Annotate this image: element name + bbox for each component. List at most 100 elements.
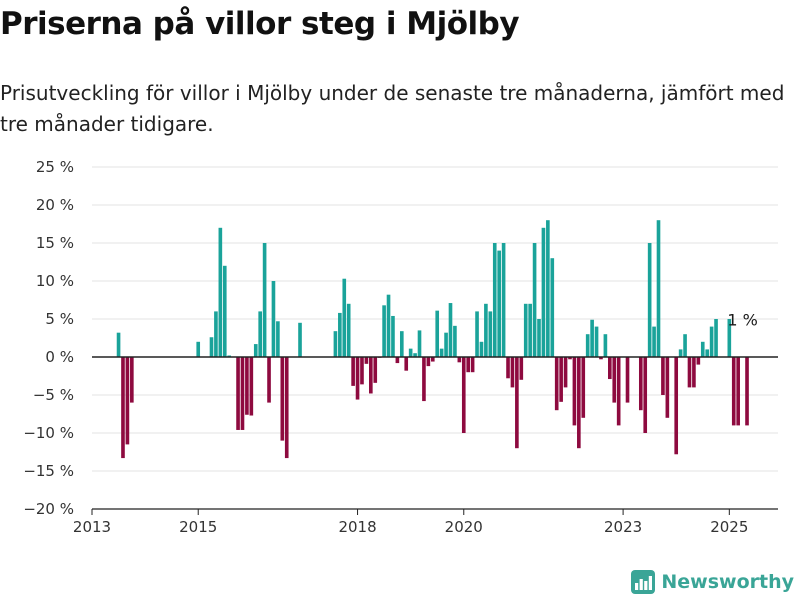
bar [674,357,679,455]
bar [608,357,612,380]
bar [745,357,749,426]
bar [373,357,378,383]
bar [488,311,493,357]
bar [581,357,586,418]
bar [625,357,630,403]
x-tick-label: 2018 [338,518,376,536]
bar [346,303,351,357]
last-value-annotation: 1 % [727,310,757,329]
bar [333,331,338,357]
bar [284,357,289,459]
bar [280,357,285,441]
bar [271,281,276,357]
bar [537,319,541,357]
x-tick-label: 2020 [445,518,483,536]
bar [382,305,386,357]
y-tick-label: 25 % [36,158,74,176]
bar [603,334,608,357]
y-tick-label: −10 % [23,424,74,442]
bar [435,310,440,357]
bar [222,265,227,357]
y-tick-label: 15 % [36,234,74,252]
bar [262,243,267,357]
bar [687,357,692,388]
x-tick-label: 2013 [73,518,111,536]
bar [121,357,125,459]
x-axis-tick-labels: 2013 2015 2018 2020 2023 2025 [73,518,749,536]
bar [492,243,497,357]
bar [506,357,510,379]
bar [612,357,617,403]
bar [647,243,652,357]
bar [236,357,240,430]
bar [453,325,457,357]
x-tick-label: 2025 [710,518,748,536]
bar [125,357,130,445]
bar [532,243,537,357]
bar [448,303,453,357]
chart-subtitle: Prisutveckling för villor i Mjölby under… [0,81,785,136]
bar [130,357,134,403]
bar [577,357,581,449]
bar [541,227,546,357]
brand-name: Newsworthy [661,571,794,593]
bar [594,326,599,357]
y-tick-label: 10 % [36,272,74,290]
bar [550,258,555,357]
bar [497,250,501,357]
bar [599,357,603,360]
bar [475,311,479,357]
bar [369,357,373,394]
y-tick-label: −20 % [23,500,74,518]
bar [731,357,736,426]
gridlines [92,166,778,472]
y-axis-tick-labels: −20 % −15 % −10 % −5 % 0 % 5 % 10 % 15 % 20 % 25 … [23,158,74,518]
bar [714,319,718,357]
bar [457,357,462,363]
y-tick-label: 20 % [36,196,74,214]
bar [426,357,431,367]
bar [196,341,201,357]
bar [568,357,572,360]
bar [559,357,563,402]
bar [218,227,223,357]
chart-title: Priserna på villor steg i Mjölby [0,6,520,42]
brand-logo: Newsworthy [631,570,794,594]
bar [515,357,519,449]
bar [501,243,506,357]
bar [661,357,665,395]
bar [656,220,661,357]
bar [572,357,577,426]
bar [479,341,484,357]
bar [391,315,395,357]
bar [417,330,422,357]
bar [360,357,364,385]
bar [638,357,643,411]
bar [678,349,683,357]
bar [466,357,471,373]
bar [404,357,409,371]
bar [616,357,621,426]
bar [590,319,594,357]
y-tick-label: −15 % [23,462,74,480]
bar [439,348,444,357]
x-tick-label: 2015 [179,518,217,536]
bar [585,334,590,357]
bar [422,357,426,402]
bar [727,319,732,357]
bar [240,357,245,430]
y-tick-label: −5 % [33,386,74,404]
bar [355,357,360,400]
bar [696,357,701,365]
bar [258,311,262,357]
bar-chart-logo-icon [631,570,656,594]
bar [692,357,696,388]
bar [461,357,466,433]
bar [546,220,550,357]
bar [351,357,355,386]
bar [736,357,740,426]
bar [364,357,369,364]
bar [652,326,656,357]
bar [342,278,347,357]
